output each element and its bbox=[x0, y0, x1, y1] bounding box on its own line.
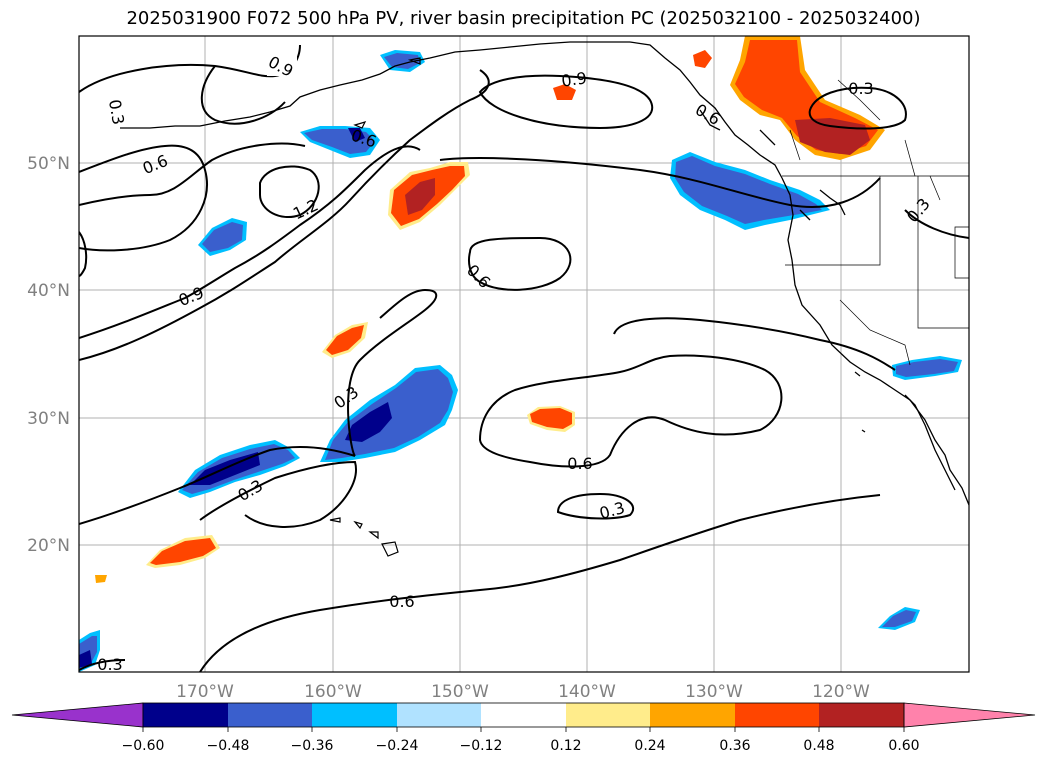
contour-label: 0.9 bbox=[560, 68, 588, 90]
colorbar-tick: 0.24 bbox=[634, 738, 665, 754]
borders bbox=[782, 79, 969, 366]
colorbar-segment bbox=[566, 703, 650, 727]
colorbar-segment bbox=[228, 703, 312, 727]
colorbar-tick: −0.24 bbox=[376, 738, 419, 754]
colorbar-extend-min bbox=[11, 702, 144, 728]
lat-label: 50°N bbox=[27, 154, 70, 174]
coastlines bbox=[120, 41, 969, 506]
lon-label: 160°W bbox=[304, 682, 362, 702]
contour-label: 0.3 bbox=[848, 79, 873, 98]
lon-label: 120°W bbox=[812, 682, 870, 702]
map-border bbox=[78, 35, 970, 673]
lon-label: 130°W bbox=[685, 682, 743, 702]
contour-label: 0.3 bbox=[105, 98, 128, 126]
precip-shading bbox=[79, 36, 962, 672]
colorbar-segment bbox=[481, 703, 566, 727]
colorbar-segment bbox=[312, 703, 397, 727]
lat-label: 20°N bbox=[27, 536, 70, 556]
longitude-labels: 170°W 160°W 150°W 140°W 130°W 120°W bbox=[176, 682, 870, 702]
colorbar-tick: −0.48 bbox=[207, 738, 250, 754]
lat-label: 40°N bbox=[27, 281, 70, 301]
pv-contours bbox=[79, 44, 969, 672]
contour-label: 0.6 bbox=[389, 592, 414, 611]
colorbar-tick: −0.60 bbox=[122, 738, 165, 754]
colorbar-tick: 0.12 bbox=[550, 738, 581, 754]
lon-label: 140°W bbox=[558, 682, 616, 702]
colorbar-tick: 0.36 bbox=[719, 738, 750, 754]
colorbar-segment bbox=[650, 703, 735, 727]
colorbar-tick: 0.48 bbox=[803, 738, 834, 754]
islands bbox=[329, 57, 866, 557]
colorbar-tick: −0.36 bbox=[291, 738, 334, 754]
colorbar-segment bbox=[819, 703, 904, 727]
colorbar-segment bbox=[397, 703, 481, 727]
lon-label: 150°W bbox=[431, 682, 489, 702]
lon-label: 170°W bbox=[176, 682, 234, 702]
colorbar-segment bbox=[143, 703, 228, 727]
map-title: 2025031900 F072 500 hPa PV, river basin … bbox=[126, 8, 921, 29]
colorbar: −0.60 −0.48 −0.36 −0.24 −0.12 0.12 0.24 … bbox=[11, 702, 1036, 754]
contour-label: 0.6 bbox=[567, 454, 592, 473]
lat-label: 30°N bbox=[27, 409, 70, 429]
colorbar-segment bbox=[735, 703, 819, 727]
colorbar-tick: −0.12 bbox=[460, 738, 503, 754]
colorbar-extend-max bbox=[903, 702, 1036, 728]
contour-label: 0.3 bbox=[97, 655, 122, 674]
latitude-labels: 20°N 30°N 40°N 50°N bbox=[27, 154, 70, 556]
colorbar-tick: 0.60 bbox=[888, 738, 919, 754]
